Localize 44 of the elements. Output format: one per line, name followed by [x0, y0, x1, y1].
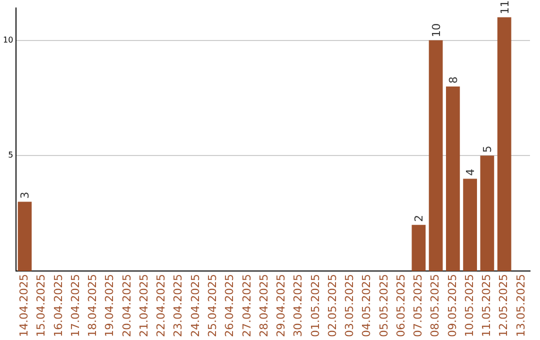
x-tick-label: 25.04.2025	[206, 274, 220, 338]
x-tick-label: 21.04.2025	[137, 274, 150, 338]
x-tick-label: 13.05.2025	[514, 274, 528, 338]
x-tick-label: 19.04.2025	[103, 274, 116, 338]
bar	[480, 156, 494, 272]
x-tick-label: 06.05.2025	[394, 274, 408, 338]
x-tick-label: 22.04.2025	[154, 274, 168, 338]
bar	[463, 178, 477, 272]
bar	[497, 17, 512, 272]
bar	[446, 86, 460, 272]
x-tick-label: 09.05.2025	[446, 274, 459, 338]
x-tick-label: 29.04.2025	[274, 274, 288, 338]
data-label: 11	[498, 0, 512, 14]
bar	[412, 224, 426, 272]
x-tick-label: 05.05.2025	[377, 274, 390, 338]
data-label: 8	[446, 76, 460, 84]
x-tick-label: 30.04.2025	[292, 274, 305, 338]
x-tick-label: 28.04.2025	[257, 274, 270, 338]
data-label: 5	[481, 146, 494, 153]
x-tick-label: 10.05.2025	[462, 274, 476, 338]
x-tick-label: 07.05.2025	[412, 274, 425, 338]
x-tick-label: 26.04.2025	[223, 274, 236, 338]
x-tick-label: 24.04.2025	[188, 274, 202, 338]
x-tick-label: 02.05.2025	[326, 274, 339, 338]
x-tick-label: 15.04.2025	[34, 274, 48, 338]
bar	[428, 40, 443, 272]
x-tick-label: 12.05.2025	[497, 274, 510, 338]
x-tick-label: 18.04.2025	[86, 274, 100, 338]
x-tick-label: 17.04.2025	[68, 274, 82, 338]
bar	[18, 202, 32, 272]
x-tick-label: 04.05.2025	[360, 274, 374, 338]
x-tick-label: 23.04.2025	[172, 274, 185, 338]
data-label: 2	[412, 214, 426, 222]
x-tick-label: 20.04.2025	[120, 274, 134, 338]
x-tick-label: 16.04.2025	[52, 274, 65, 338]
x-tick-label: 11.05.2025	[480, 274, 494, 338]
x-tick-label: 14.04.2025	[18, 274, 31, 338]
data-label: 10	[430, 23, 443, 38]
data-label: 3	[18, 192, 32, 199]
x-tick-label: 08.05.2025	[428, 274, 442, 338]
x-tick-label: 01.05.2025	[308, 274, 322, 338]
data-label: 4	[464, 168, 478, 176]
x-tick-label: 03.05.2025	[343, 274, 356, 338]
x-tick-label: 27.04.2025	[240, 274, 254, 338]
